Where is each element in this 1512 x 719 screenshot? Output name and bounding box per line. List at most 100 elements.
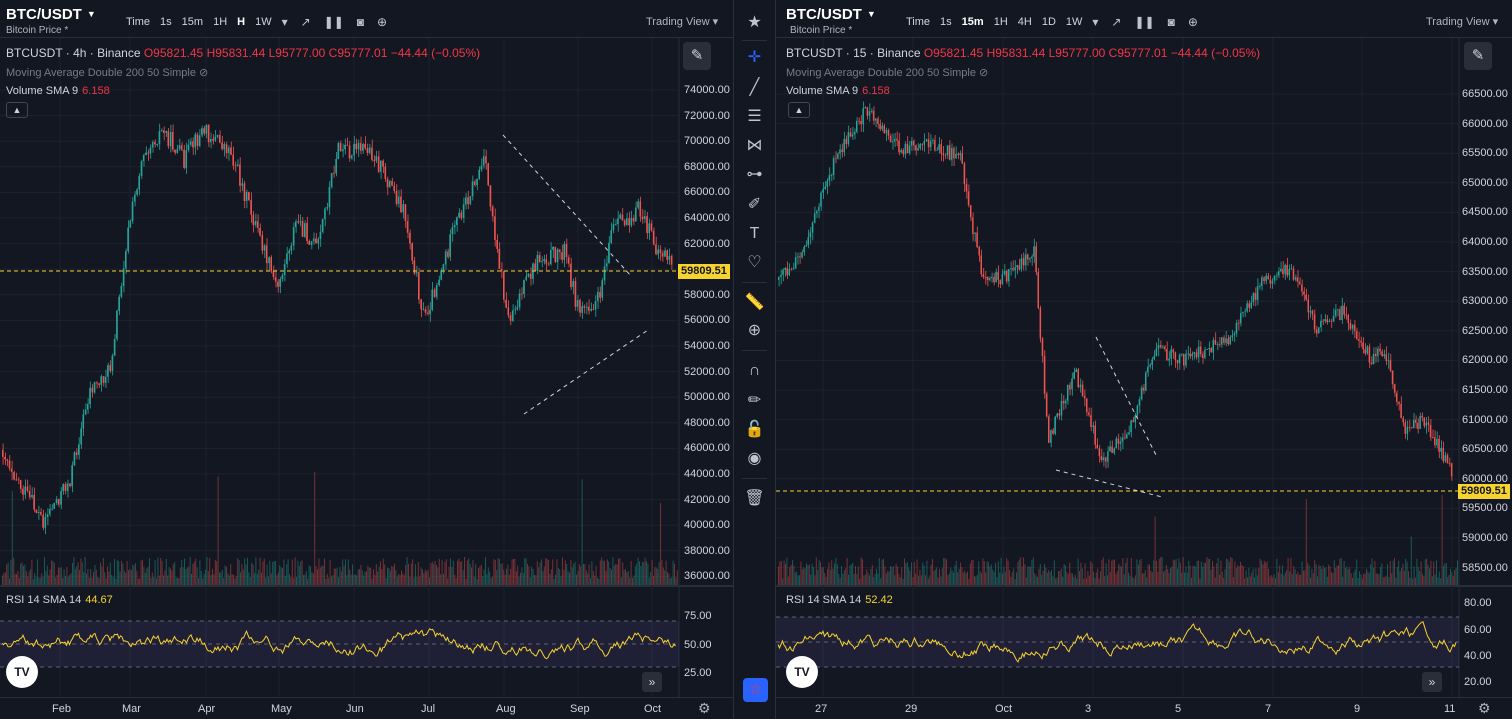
volume-bar [1247, 577, 1248, 585]
tradingview-logo-icon[interactable]: TV [6, 656, 38, 688]
right-tf-15m[interactable]: 15m [961, 16, 984, 28]
brush-icon[interactable]: ✐ [747, 196, 762, 213]
volume-bar [65, 576, 66, 585]
add-icon[interactable]: ⊕ [1187, 15, 1198, 29]
volume-bar [1186, 572, 1188, 585]
right-scroll-to-realtime-button[interactable]: » [1422, 672, 1442, 692]
indicators-icon[interactable]: ↗ [1111, 15, 1122, 29]
trend-line-icon[interactable]: ╱ [749, 79, 760, 96]
volume-bar [1087, 570, 1089, 585]
volume-bar [193, 561, 195, 585]
volume-bar [254, 573, 255, 585]
candle-body [585, 306, 588, 308]
left-scroll-to-realtime-button[interactable]: » [642, 672, 662, 692]
volume-bar [1340, 558, 1342, 585]
ruler-icon[interactable]: 📏 [744, 294, 765, 311]
right-trading-view-menu[interactable]: Trading View ▾ [1426, 15, 1498, 28]
left-chart-canvas[interactable] [0, 0, 733, 719]
left-symbol-selector[interactable]: BTC/USDT ▼ [6, 6, 96, 23]
zoom-in-icon[interactable]: ⊕ [747, 322, 762, 339]
volume-bar [620, 577, 622, 585]
right-tf-4h[interactable]: 4H [1017, 16, 1032, 28]
candle-type-icon[interactable]: ❚❚ [323, 15, 344, 29]
volume-bar [361, 570, 363, 585]
right-tf-1d[interactable]: 1D [1041, 16, 1056, 28]
chevron-down-icon[interactable]: ▾ [281, 15, 288, 29]
candle-body [927, 139, 930, 148]
candle-body [93, 382, 96, 393]
magnet-icon[interactable]: ∩ [748, 362, 761, 379]
volume-bar [657, 569, 659, 585]
volume-bar [916, 559, 918, 585]
volume-bar [1086, 578, 1087, 585]
volume-bar [524, 558, 526, 585]
left-chart-pane[interactable]: BTC/USDT ▼ Bitcoin Price * Time 1s 15m 1H… [0, 0, 733, 719]
volume-bar [1420, 561, 1422, 585]
crosshair-icon[interactable]: ✛ [747, 49, 762, 66]
lock-drawing-icon[interactable]: ✏ [747, 392, 762, 409]
tradingview-logo-icon[interactable]: TV [786, 656, 818, 688]
left-tf-time[interactable]: Time [126, 16, 151, 28]
left-settings-gear-icon[interactable]: ⚙ [698, 700, 711, 716]
right-tf-1s[interactable]: 1s [940, 16, 952, 28]
right-chart-pane[interactable]: BTC/USDT ▼ Bitcoin Price * Time 1s 15m 1H… [776, 0, 1512, 719]
candle-body [999, 280, 1001, 285]
fib-retracement-icon[interactable]: ☰ [747, 108, 762, 125]
camera-icon[interactable]: ◙ [1167, 15, 1175, 29]
volume-bar [160, 557, 162, 585]
right-tf-time[interactable]: Time [906, 16, 931, 28]
camera-icon[interactable]: ◙ [356, 15, 365, 29]
left-tf-1h[interactable]: 1H [213, 16, 228, 28]
left-time-axis[interactable]: Feb Mar Apr May Jun Jul Aug Sep Oct [0, 697, 733, 719]
left-tf-h[interactable]: H [237, 16, 246, 28]
volume-bar [842, 574, 844, 585]
candle-body [84, 409, 87, 415]
volume-bar [21, 562, 23, 585]
projection-icon[interactable]: ⊶ [746, 166, 763, 183]
eye-icon[interactable]: ◉ [747, 450, 762, 467]
volume-bar [1300, 574, 1302, 585]
left-tf-1w[interactable]: 1W [255, 16, 272, 28]
eye-off-icon[interactable]: ⊘ [979, 67, 989, 79]
volume-bar [385, 577, 387, 585]
volume-bar [1149, 564, 1150, 585]
right-settings-gear-icon[interactable]: ⚙ [1478, 700, 1491, 716]
star-icon[interactable]: ★ [747, 14, 762, 31]
chevron-down-icon[interactable]: ▾ [1092, 15, 1099, 29]
right-tf-1h[interactable]: 1H [993, 16, 1008, 28]
left-tf-15m[interactable]: 15m [181, 16, 204, 28]
favorite-star-icon[interactable]: ☆ [743, 678, 768, 702]
candle-body [1202, 354, 1204, 358]
candle-body [1275, 275, 1278, 277]
right-drawing-tool-button[interactable]: ✎ [1464, 42, 1492, 70]
text-icon[interactable]: T [749, 225, 760, 242]
left-collapse-legend-button[interactable]: ▲ [6, 102, 28, 118]
candle-body [818, 206, 820, 211]
candle-body [997, 272, 999, 280]
volume-bar [248, 572, 250, 585]
right-chart-canvas[interactable] [776, 0, 1512, 719]
candle-type-icon[interactable]: ❚❚ [1134, 15, 1155, 29]
eye-off-icon[interactable]: ⊘ [199, 67, 209, 79]
left-tf-1s[interactable]: 1s [160, 16, 172, 28]
left-drawing-tool-button[interactable]: ✎ [683, 42, 711, 70]
right-symbol-selector[interactable]: BTC/USDT ▼ [786, 6, 876, 23]
heart-icon[interactable]: ♡ [747, 254, 762, 271]
volume-bar [123, 570, 125, 585]
price-tick-label: 60000.00 [1462, 472, 1508, 485]
add-icon[interactable]: ⊕ [377, 15, 388, 29]
volume-bar [1203, 562, 1205, 585]
price-tick-label: 74000.00 [684, 84, 730, 96]
trash-icon[interactable]: 🗑 [744, 490, 765, 507]
left-trading-view-menu[interactable]: Trading View ▾ [646, 15, 718, 28]
right-time-axis[interactable]: 27 29 Oct 3 5 7 9 11 [776, 697, 1512, 719]
lock-icon[interactable]: 🔓 [744, 421, 765, 438]
right-tf-1w[interactable]: 1W [1065, 16, 1083, 28]
pattern-icon[interactable]: ⋈ [746, 137, 763, 154]
indicators-icon[interactable]: ↗ [300, 15, 311, 29]
right-collapse-legend-button[interactable]: ▲ [788, 102, 810, 118]
candle-body [538, 255, 541, 262]
right-volume-label: Volume SMA 9 [786, 85, 859, 97]
candle-body [1054, 416, 1056, 434]
volume-bar [1002, 573, 1003, 585]
